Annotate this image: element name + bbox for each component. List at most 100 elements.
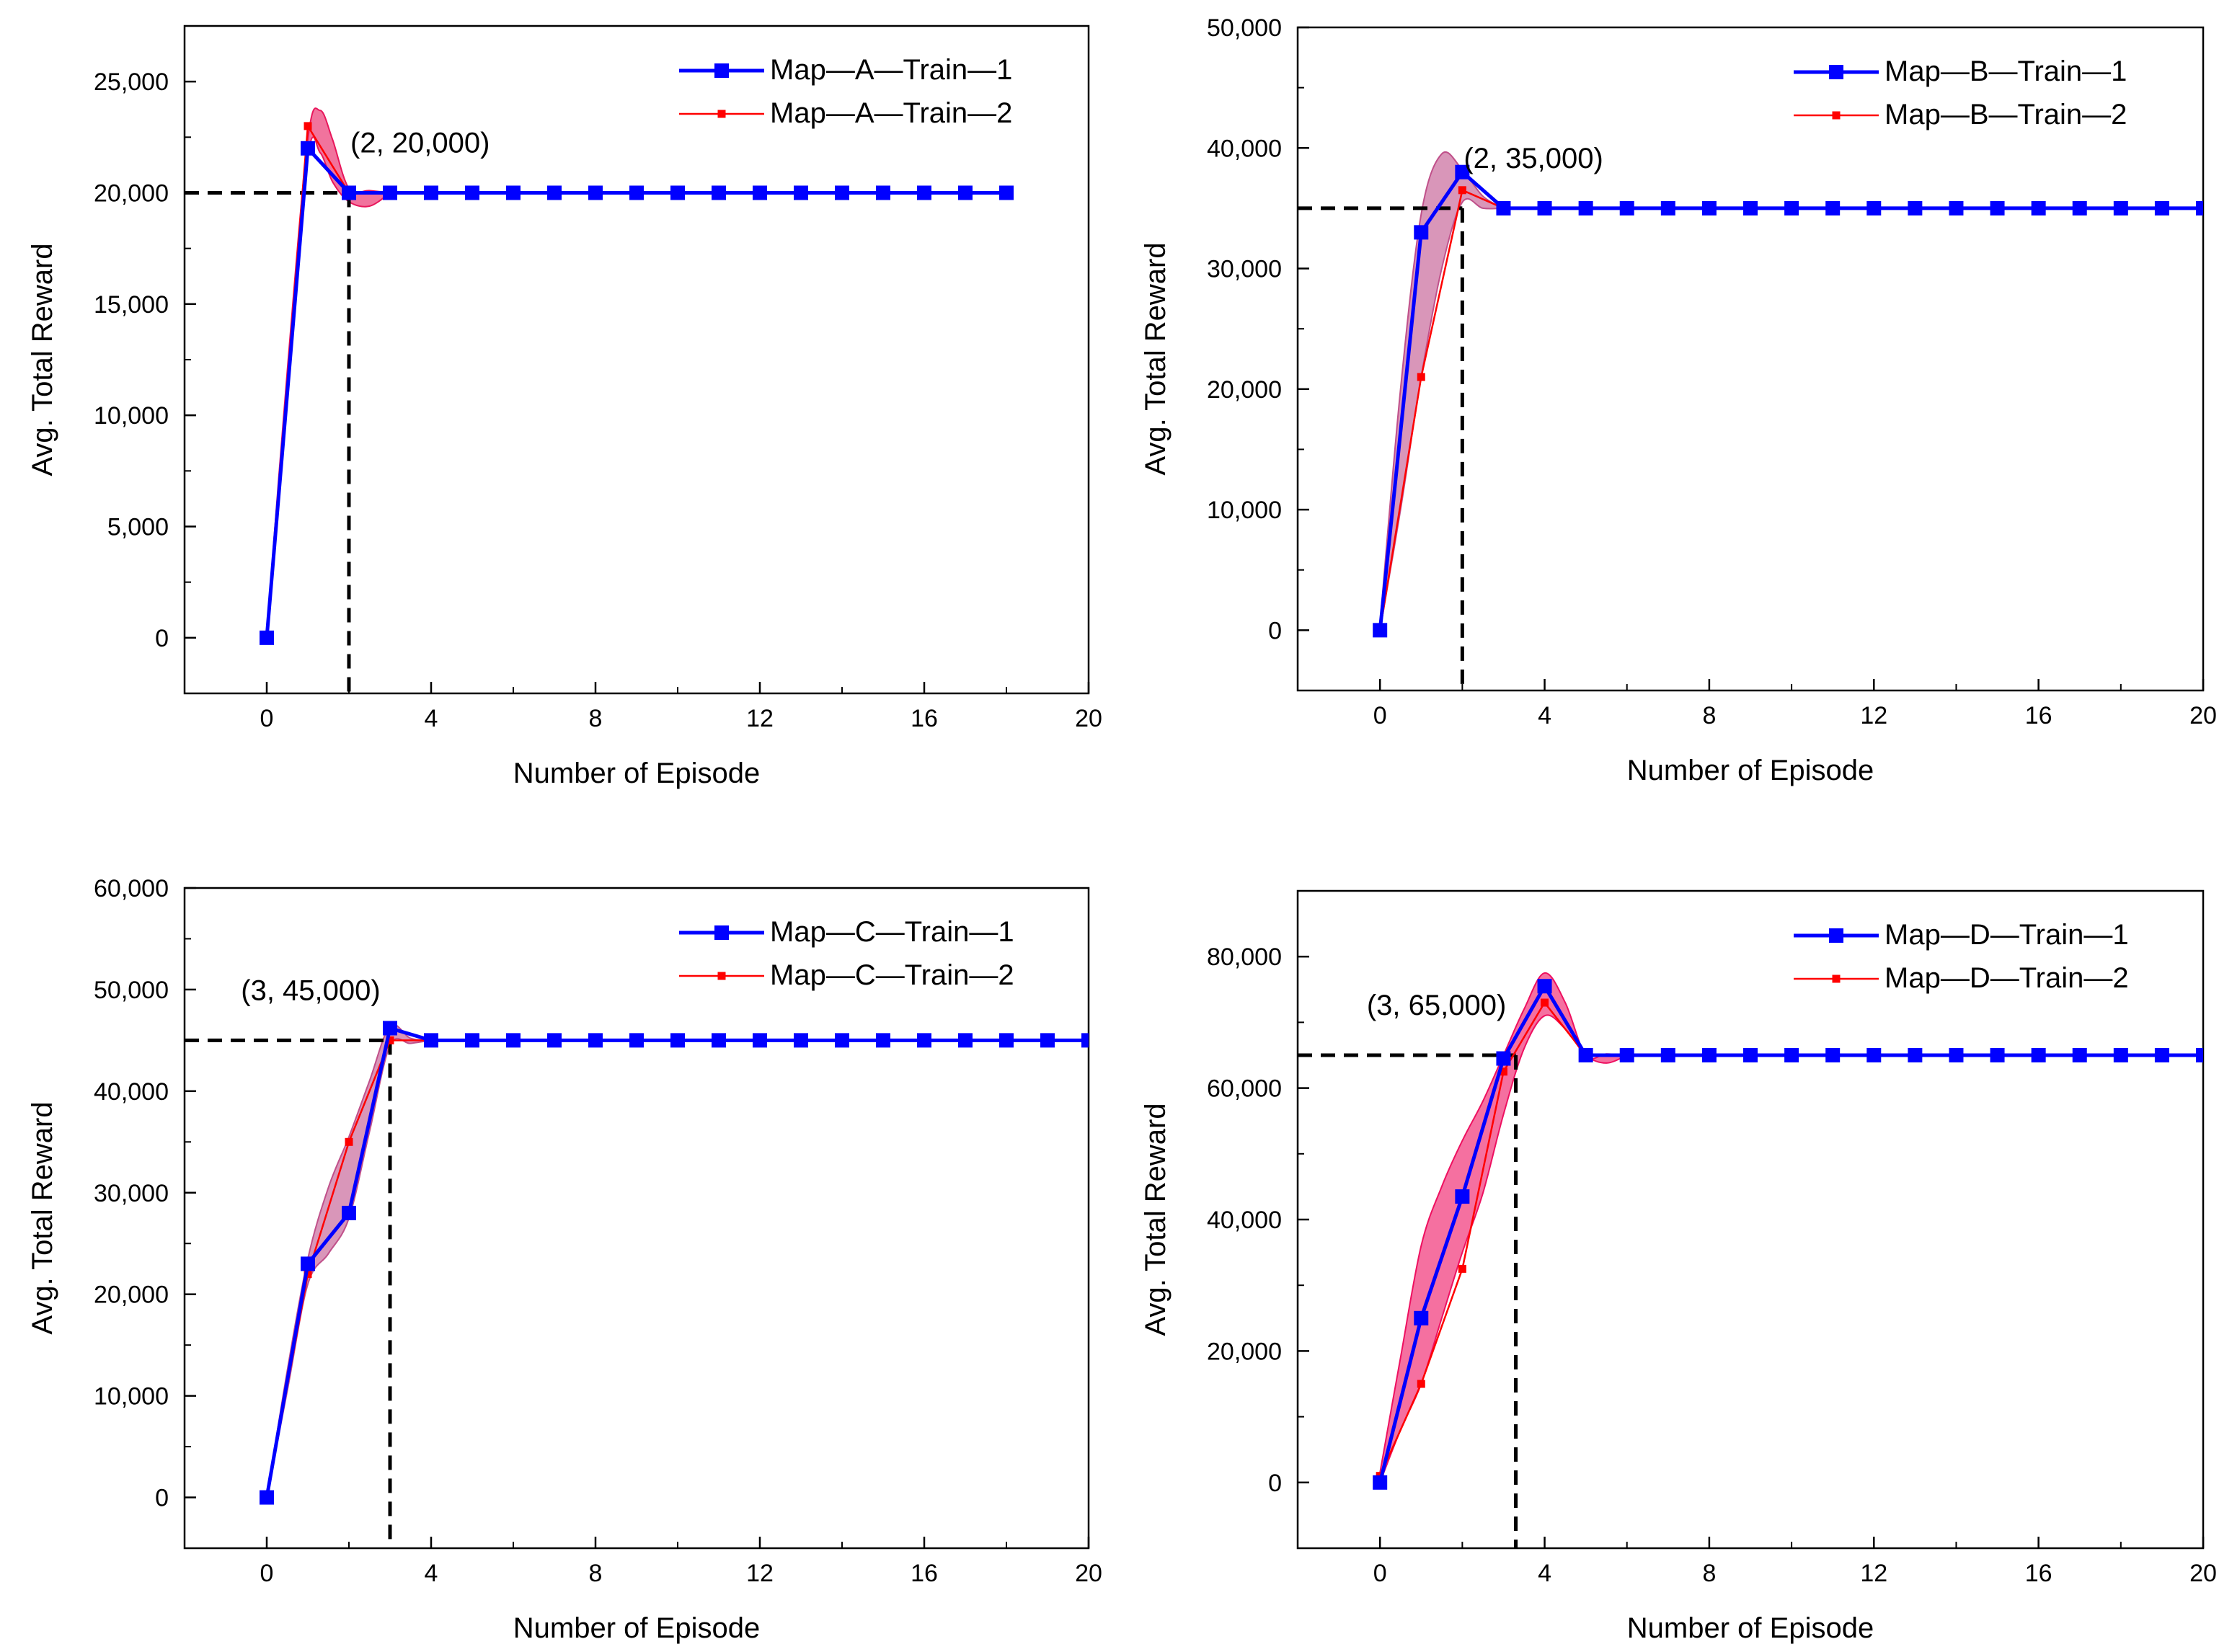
data-point xyxy=(465,185,479,200)
data-point xyxy=(506,1033,521,1048)
legend-marker xyxy=(717,110,726,118)
data-point xyxy=(876,185,890,200)
data-point xyxy=(794,1033,808,1048)
series-2 xyxy=(262,1036,1089,1502)
y-tick-label: 40,000 xyxy=(1207,1207,1282,1234)
data-point xyxy=(547,1033,562,1048)
y-tick-label: 30,000 xyxy=(94,1180,169,1207)
chart-panel-top-right: 0 10,000 20,000 30,000 40,000 50,000 0 4 8 12 16 20… xyxy=(1140,14,2217,786)
data-point xyxy=(424,185,438,200)
x-tick-label: 20 xyxy=(1075,705,1102,732)
data-point xyxy=(424,1033,438,1048)
legend-label: Map—B—Train—1 xyxy=(1885,55,2127,87)
legend-label: Map—C—Train—2 xyxy=(770,959,1014,991)
series-1 xyxy=(1373,979,2203,1490)
data-point xyxy=(1414,1310,1429,1325)
data-point xyxy=(301,1256,315,1271)
data-point xyxy=(2154,1048,2169,1062)
data-point xyxy=(2196,200,2203,216)
data-point xyxy=(588,185,603,200)
y-tick-label: 0 xyxy=(155,625,169,652)
y-axis-label: Avg. Total Reward xyxy=(27,1101,58,1334)
point-annotation: (2, 20,000) xyxy=(350,128,490,159)
legend-marker xyxy=(1829,928,1843,943)
y-tick-label: 40,000 xyxy=(1207,135,1282,162)
x-tick-label: 16 xyxy=(911,1560,938,1587)
y-tick-label: 5,000 xyxy=(107,514,169,541)
data-point xyxy=(301,141,315,156)
x-tick-label: 0 xyxy=(260,1560,274,1587)
point-annotation: (2, 35,000) xyxy=(1463,143,1603,174)
y-tick-label: 20,000 xyxy=(1207,376,1282,404)
x-tick-label: 8 xyxy=(1702,702,1716,729)
data-point xyxy=(1578,200,1593,216)
y-tick-label: 30,000 xyxy=(1207,256,1282,283)
x-tick-label: 20 xyxy=(1075,1560,1102,1587)
x-tick-label: 8 xyxy=(1702,1560,1716,1587)
data-point xyxy=(1908,1048,1923,1062)
point-annotation: (3, 65,000) xyxy=(1367,990,1506,1021)
y-tick-label: 50,000 xyxy=(94,977,169,1004)
legend-marker xyxy=(714,925,729,940)
data-point xyxy=(1990,1048,2005,1062)
data-point xyxy=(1701,200,1717,216)
data-point xyxy=(1866,1048,1882,1062)
data-point xyxy=(1458,1264,1466,1273)
x-axis-label: Number of Episode xyxy=(1627,755,1874,786)
y-tick-label: 10,000 xyxy=(94,402,169,430)
data-point xyxy=(1949,200,1964,216)
data-point xyxy=(1537,979,1552,994)
legend-label: Map—C—Train—1 xyxy=(770,916,1014,948)
data-point xyxy=(1866,200,1882,216)
data-point xyxy=(753,1033,767,1048)
data-point xyxy=(1373,623,1388,638)
x-tick-label: 4 xyxy=(1538,702,1551,729)
legend-label: Map—A—Train—2 xyxy=(770,97,1012,129)
x-tick-label: 8 xyxy=(589,705,603,732)
legend-label: Map—B—Train—2 xyxy=(1885,99,2127,130)
data-point xyxy=(1417,373,1425,381)
data-point xyxy=(2113,200,2128,216)
x-tick-label: 4 xyxy=(425,1560,438,1587)
data-point xyxy=(1417,1380,1425,1388)
legend-marker xyxy=(714,63,729,78)
data-point xyxy=(1081,1033,1089,1048)
y-axis-label: Avg. Total Reward xyxy=(27,243,58,476)
data-point xyxy=(465,1033,479,1048)
legend-marker xyxy=(1832,111,1841,120)
data-point xyxy=(794,185,808,200)
legend-marker xyxy=(1832,974,1841,983)
data-point xyxy=(1455,1189,1470,1204)
data-point xyxy=(958,185,973,200)
data-point xyxy=(1455,164,1470,179)
x-axis-label: Number of Episode xyxy=(1627,1612,1874,1644)
data-point xyxy=(386,1036,394,1044)
legend-label: Map—A—Train—1 xyxy=(770,54,1012,86)
confidence-band xyxy=(1379,151,1507,631)
data-point xyxy=(345,1137,353,1146)
confidence-band xyxy=(266,1023,432,1498)
x-tick-label: 20 xyxy=(2189,1560,2217,1587)
data-point xyxy=(1701,1048,1717,1062)
series-1 xyxy=(260,1021,1089,1505)
data-point xyxy=(712,1033,726,1048)
plot-area xyxy=(1298,151,2203,690)
x-tick-label: 12 xyxy=(1860,1560,1887,1587)
plot-frame xyxy=(1296,26,2205,692)
data-point xyxy=(999,185,1014,200)
y-axis-label: Avg. Total Reward xyxy=(1140,242,1172,475)
data-point xyxy=(1537,200,1552,216)
data-point xyxy=(2154,200,2169,216)
series-line xyxy=(1378,169,2203,631)
data-point xyxy=(670,185,685,200)
data-point xyxy=(1496,200,1511,216)
legend-label: Map—D—Train—2 xyxy=(1885,962,2129,994)
data-point xyxy=(342,185,356,200)
y-tick-label: 60,000 xyxy=(1207,1075,1282,1103)
data-point xyxy=(1743,200,1758,216)
y-tick-label: 50,000 xyxy=(1207,14,1282,42)
data-point xyxy=(629,185,644,200)
data-point xyxy=(1414,225,1429,240)
data-point xyxy=(506,185,521,200)
data-point xyxy=(2113,1048,2128,1062)
